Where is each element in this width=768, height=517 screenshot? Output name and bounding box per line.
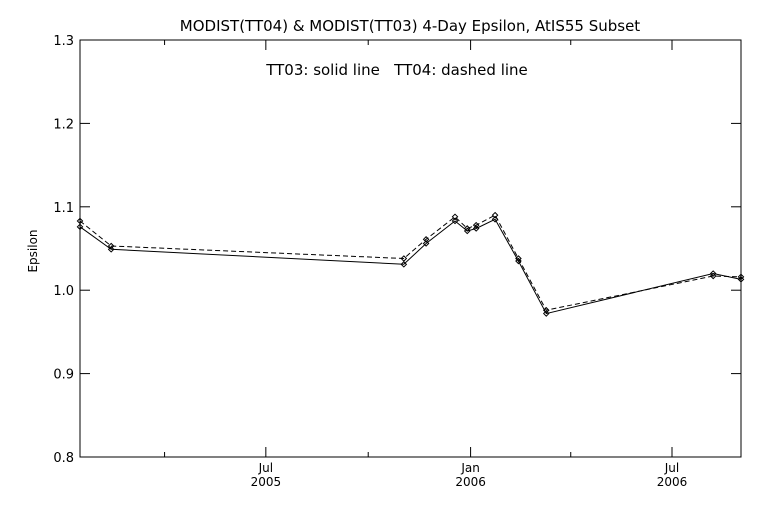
data-point-tt03 xyxy=(451,217,459,225)
data-point-tt03 xyxy=(737,276,745,283)
data-point-tt04 xyxy=(709,272,717,280)
data-point-tt03 xyxy=(76,223,84,231)
y-tick-label: 1.3 xyxy=(53,34,74,49)
y-tick-label: 0.8 xyxy=(53,451,74,466)
series-line-tt04 xyxy=(79,214,742,311)
x-tick-label-year: 2005 xyxy=(251,475,282,489)
chart-title: MODIST(TT04) & MODIST(TT03) 4-Day Epsilo… xyxy=(180,17,641,35)
data-point-tt04 xyxy=(422,236,430,243)
x-tick-label-year: 2006 xyxy=(657,475,688,489)
y-tick-label: 0.9 xyxy=(53,368,74,383)
data-point-tt03 xyxy=(400,261,408,268)
data-point-tt04 xyxy=(400,255,408,262)
line-style-annotation: TT03: solid line TT04: dashed line xyxy=(265,61,528,79)
y-tick-label: 1.0 xyxy=(53,284,74,299)
data-point-tt04 xyxy=(491,211,499,219)
x-tick-label-year: 2006 xyxy=(455,475,486,489)
data-point-tt03 xyxy=(107,246,115,253)
data-point-tt03 xyxy=(709,270,717,277)
data-point-tt04 xyxy=(76,217,84,225)
data-point-tt04 xyxy=(107,242,115,250)
y-tick-label: 1.1 xyxy=(53,201,74,216)
x-tick-label-month: Jan xyxy=(460,461,480,475)
x-tick-label-month: Jul xyxy=(258,461,273,475)
x-tick-label-month: Jul xyxy=(664,461,679,475)
y-axis-label: Epsilon xyxy=(26,229,40,272)
series-layer xyxy=(76,211,745,317)
data-point-tt04 xyxy=(472,221,480,229)
data-point-tt04 xyxy=(737,273,745,281)
data-point-tt03 xyxy=(422,240,430,247)
data-point-tt03 xyxy=(515,257,522,265)
data-point-tt03 xyxy=(472,225,480,232)
data-point-tt03 xyxy=(542,310,550,317)
data-point-tt04 xyxy=(542,306,550,314)
plot-frame xyxy=(79,39,742,458)
data-point-tt04 xyxy=(451,213,459,221)
series-line-tt03 xyxy=(79,218,742,315)
data-point-tt04 xyxy=(515,255,522,262)
data-point-tt04 xyxy=(463,225,471,232)
data-point-tt03 xyxy=(463,227,471,235)
y-tick-label: 1.2 xyxy=(53,117,74,132)
